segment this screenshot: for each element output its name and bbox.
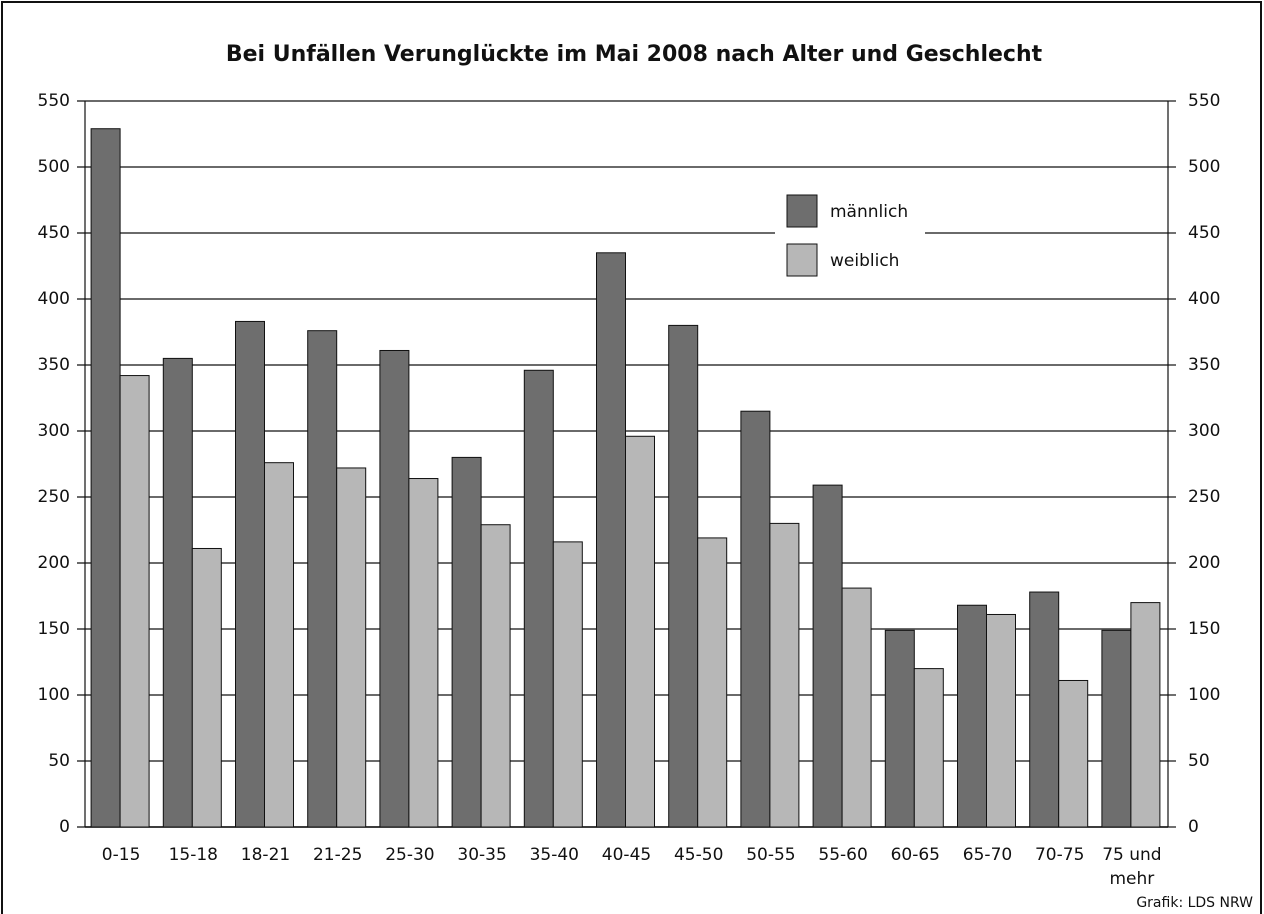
- legend-swatch: [786, 194, 818, 228]
- bar: [119, 375, 150, 828]
- y-tick-label: 0: [59, 817, 70, 837]
- bar: [668, 324, 699, 828]
- bar: [235, 320, 265, 828]
- x-tick-label: 0-15: [101, 845, 141, 865]
- x-tick-label: 18-21: [240, 845, 291, 865]
- x-tick-label: 25-30: [385, 845, 435, 865]
- bar: [191, 547, 222, 828]
- y2-tick-label: 350: [1188, 355, 1220, 375]
- y-tick-label: 200: [38, 553, 70, 573]
- y-tick-label: 150: [38, 619, 70, 639]
- x-tick-label: 60-65: [890, 845, 940, 865]
- bar: [841, 587, 872, 828]
- y-tick-label: 250: [38, 487, 70, 507]
- x-tick-label: 40-45: [601, 845, 652, 865]
- y2-tick-label: 0: [1188, 817, 1199, 837]
- y-tick-label: 500: [38, 157, 70, 177]
- bar: [162, 357, 193, 828]
- bar: [812, 484, 843, 828]
- bar: [408, 478, 439, 828]
- bar: [90, 128, 121, 828]
- bar: [480, 524, 511, 828]
- y2-tick-label: 550: [1188, 91, 1220, 111]
- y2-tick-label: 100: [1188, 685, 1220, 705]
- x-tick-label: 30-35: [457, 845, 507, 865]
- bar: [264, 462, 294, 828]
- bar: [697, 537, 728, 828]
- y-tick-label: 50: [48, 751, 70, 771]
- y-tick-label: 300: [38, 421, 70, 441]
- x-tick-label: 55-60: [818, 845, 868, 865]
- y2-tick-label: 250: [1188, 487, 1220, 507]
- bar: [596, 252, 626, 828]
- legend-label: weiblich: [830, 251, 899, 271]
- bar: [625, 435, 655, 828]
- y2-tick-label: 500: [1188, 157, 1220, 177]
- y-tick-label: 450: [38, 223, 70, 243]
- bar: [957, 604, 987, 828]
- x-tick-label: 50-55: [746, 845, 796, 865]
- y-tick-label: 100: [38, 685, 70, 705]
- y-tick-label: 350: [38, 355, 70, 375]
- bar: [1029, 591, 1060, 828]
- x-tick-label: 35-40: [529, 845, 579, 865]
- bar: [1130, 602, 1161, 828]
- source-note: Grafik: LDS NRW: [1136, 895, 1253, 911]
- bar: [1058, 679, 1089, 828]
- legend-label: männlich: [830, 202, 908, 222]
- bar: [451, 456, 482, 828]
- y2-tick-label: 150: [1188, 619, 1220, 639]
- y2-tick-label: 400: [1188, 289, 1220, 309]
- chart-title: Bei Unfällen Verunglückte im Mai 2008 na…: [226, 42, 1043, 67]
- y2-tick-label: 200: [1188, 553, 1220, 573]
- x-tick-label: 75 und mehr: [1102, 845, 1162, 889]
- y-tick-label: 400: [38, 289, 70, 309]
- bar: [769, 522, 800, 828]
- bar: [986, 613, 1016, 828]
- y2-tick-label: 50: [1188, 751, 1210, 771]
- y-tick-label: 550: [38, 91, 70, 111]
- y2-tick-label: 300: [1188, 421, 1220, 441]
- bar: [740, 410, 771, 828]
- legend-swatch: [786, 243, 818, 277]
- bar: [552, 541, 583, 828]
- x-tick-label: 15-18: [168, 845, 218, 865]
- x-tick-label: 21-25: [312, 845, 363, 865]
- y2-tick-label: 450: [1188, 223, 1220, 243]
- bar: [884, 629, 915, 828]
- bar: [379, 349, 410, 828]
- bar: [913, 668, 944, 828]
- bar: [1101, 629, 1132, 828]
- bar: [307, 330, 338, 828]
- x-tick-label: 70-75: [1034, 845, 1085, 865]
- bar: [336, 467, 367, 828]
- x-tick-label: 65-70: [962, 845, 1013, 865]
- bar: [523, 369, 554, 828]
- x-tick-label: 45-50: [673, 845, 724, 865]
